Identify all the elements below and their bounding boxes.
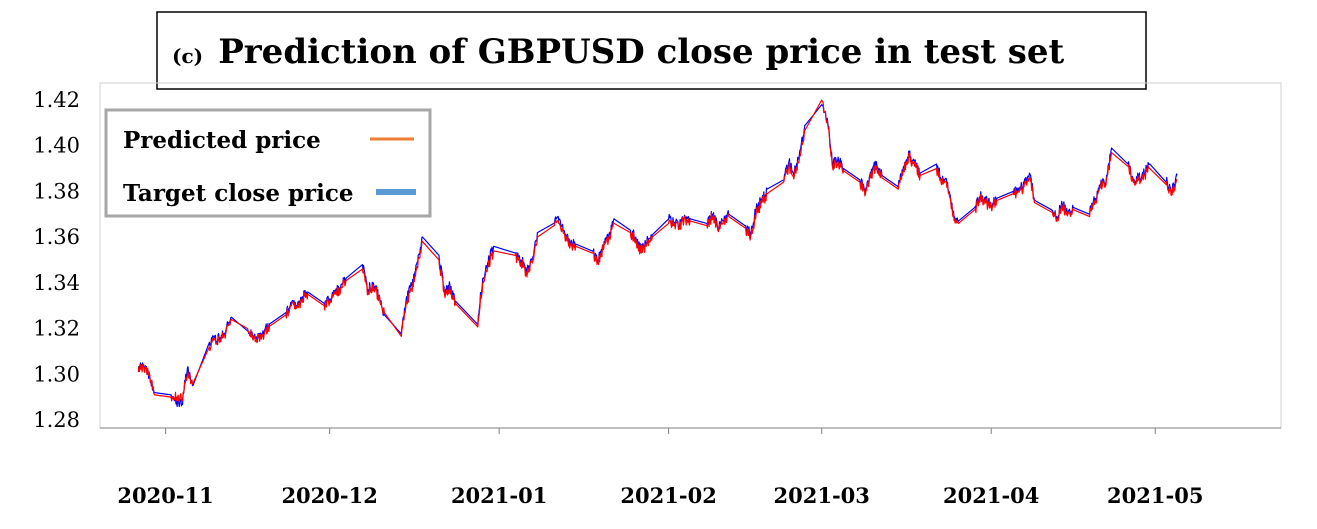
title-box bbox=[156, 11, 1147, 90]
y-tick-label: 1.30 bbox=[33, 362, 80, 386]
x-tick-label: 2020-11 bbox=[117, 483, 213, 508]
x-tick-label: 2021-02 bbox=[620, 483, 716, 508]
series-layer bbox=[137, 99, 1178, 408]
y-tick-label: 1.40 bbox=[33, 134, 80, 158]
series-line-predicted bbox=[137, 99, 1178, 403]
x-tick-label: 2021-04 bbox=[943, 483, 1039, 508]
y-tick-label: 1.36 bbox=[33, 225, 80, 249]
x-axis: 2020-11 2020-12 2021-01 2021-02 2021-03 2021-… bbox=[117, 483, 1203, 508]
x-tick-label: 2020-12 bbox=[281, 483, 377, 508]
y-tick-label: 1.38 bbox=[33, 179, 80, 203]
y-axis: 1.28 1.30 1.32 1.34 1.36 1.38 1.40 1.42 bbox=[33, 88, 80, 432]
legend-box bbox=[104, 108, 432, 218]
chart-title-text: Prediction of GBPUSD close price in test… bbox=[218, 32, 1064, 72]
y-tick-label: 1.28 bbox=[33, 408, 80, 432]
legend: Predicted price Target close price bbox=[104, 108, 432, 218]
x-tick-label: 2021-03 bbox=[774, 483, 870, 508]
y-tick-label: 1.34 bbox=[33, 271, 80, 295]
x-tick-label: 2021-01 bbox=[451, 483, 547, 508]
y-tick-label: 1.42 bbox=[33, 88, 80, 112]
x-tick-marks bbox=[165, 428, 1156, 434]
x-tick-label: 2021-05 bbox=[1107, 483, 1203, 508]
y-tick-label: 1.32 bbox=[33, 317, 80, 341]
legend-label-target: Target close price bbox=[123, 180, 354, 207]
legend-label-predicted: Predicted price bbox=[123, 127, 321, 154]
chart-title-prefix: (c) bbox=[172, 44, 203, 68]
chart-title: (c) Prediction of GBPUSD close price in … bbox=[172, 32, 1065, 72]
